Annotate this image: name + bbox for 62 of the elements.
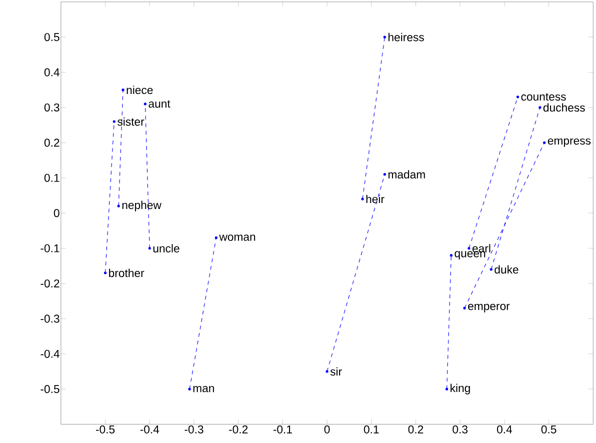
x-tick-label: 0.2 [408, 425, 424, 434]
annotation: king [450, 384, 470, 394]
point [117, 204, 120, 208]
point [104, 271, 107, 274]
x-tick-label: -0.5 [96, 425, 115, 434]
point [361, 198, 364, 200]
y-tick-label: 0.5 [44, 32, 60, 42]
y-tick-label: 0.1 [44, 174, 60, 182]
y-tick-label: -0.2 [40, 279, 60, 288]
annotation: uncle [153, 244, 180, 252]
point [112, 120, 116, 123]
point [516, 96, 520, 98]
annotation: sister [117, 117, 144, 126]
x-tick-label: 0.3 [452, 425, 468, 434]
annotation: nephew [122, 200, 162, 212]
point [463, 306, 466, 310]
x-tick-label: -0.3 [184, 425, 204, 434]
x-tick-label: -0.2 [229, 425, 248, 434]
annotation: queen [454, 250, 486, 260]
point [468, 246, 470, 250]
point [122, 88, 124, 92]
point [490, 268, 492, 271]
point [383, 36, 386, 38]
annotation: earl [472, 244, 490, 252]
point [538, 106, 542, 109]
annotation: empress [548, 138, 591, 147]
x-tick-label: 0.4 [497, 425, 512, 434]
annotation: heir [366, 194, 384, 204]
x-tick-label: -0.1 [273, 425, 292, 434]
annotation: woman [219, 234, 256, 241]
annotation: duchess [543, 103, 585, 112]
x-tick-label: 0.5 [541, 425, 556, 434]
point [383, 172, 386, 176]
y-tick-label: 0.3 [44, 103, 60, 112]
point [144, 102, 147, 106]
annotation: man [193, 386, 214, 392]
point [450, 254, 453, 257]
y-tick-label: 0.4 [44, 68, 60, 76]
y-tick-label: -0.3 [40, 314, 60, 323]
annotation: countess [521, 93, 566, 101]
annotation: heiress [388, 32, 424, 42]
point [188, 388, 191, 390]
point [445, 388, 448, 390]
point [543, 141, 546, 144]
annotation: emperor [468, 304, 510, 312]
point [326, 370, 328, 373]
y-tick-label: -0.1 [40, 244, 60, 252]
point [214, 236, 218, 239]
annotation: brother [109, 268, 144, 277]
annotation: aunt [148, 100, 170, 108]
y-tick-label: -0.5 [40, 384, 60, 393]
x-tick-label: -0.4 [140, 425, 160, 434]
annotation: duke [494, 265, 518, 274]
x-tick-label: 0 [324, 425, 330, 434]
y-tick-label: -0.4 [40, 350, 60, 358]
y-tick-label: 0.2 [44, 138, 60, 147]
annotation: madam [388, 170, 425, 178]
annotation: sir [330, 367, 342, 376]
annotation: niece [126, 86, 153, 94]
point [148, 246, 151, 250]
y-tick-label: 0 [54, 208, 60, 218]
x-tick-label: 0.1 [364, 425, 379, 434]
